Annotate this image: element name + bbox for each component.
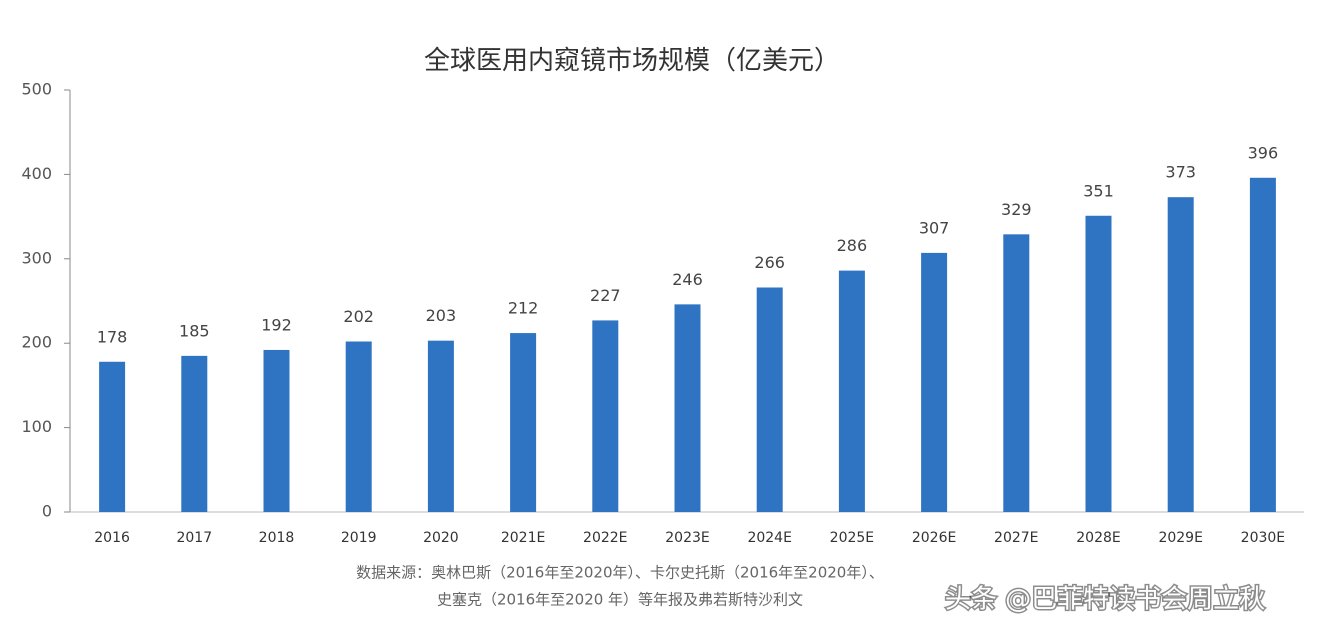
y-tick-label: 0 <box>42 502 52 521</box>
bar <box>510 333 537 512</box>
bar <box>1167 197 1194 513</box>
bar <box>756 287 783 512</box>
source-note: 数据来源：奥林巴斯（2016年至2020年）、卡尔史托斯（2016年至2020年… <box>356 564 884 582</box>
value-label: 192 <box>261 315 292 334</box>
value-label: 373 <box>1165 163 1196 182</box>
value-label: 212 <box>508 299 539 318</box>
bar <box>674 304 701 512</box>
x-tick-label: 2017 <box>176 530 212 546</box>
bar <box>345 341 372 512</box>
bar <box>1085 215 1112 513</box>
y-tick-label: 200 <box>21 333 52 352</box>
x-tick-label: 2025E <box>830 530 874 546</box>
y-tick-label: 300 <box>21 248 52 267</box>
source-note: 史塞克（2016年至2020 年）等年报及弗若斯特沙利文 <box>437 591 803 609</box>
chart-title: 全球医用内窥镜市场规模（亿美元） <box>424 46 840 76</box>
value-label: 329 <box>1001 200 1032 219</box>
y-tick-label: 400 <box>21 164 52 183</box>
value-label: 396 <box>1248 143 1279 162</box>
x-tick-label: 2018 <box>259 530 295 546</box>
bar <box>181 355 208 512</box>
value-label: 185 <box>179 321 210 340</box>
value-label: 202 <box>343 307 374 326</box>
y-tick-label: 100 <box>21 417 52 436</box>
bar <box>1249 177 1276 512</box>
bar <box>99 361 126 512</box>
bar <box>1003 234 1030 512</box>
x-tick-label: 2016 <box>94 530 130 546</box>
x-tick-label: 2027E <box>994 530 1038 546</box>
watermark: 头条 @巴菲特读书会周立秋 <box>945 585 1265 615</box>
value-label: 286 <box>837 236 868 255</box>
value-label: 351 <box>1083 181 1114 200</box>
x-tick-label: 2023E <box>665 530 709 546</box>
x-tick-label: 2021E <box>501 530 545 546</box>
bar <box>263 349 290 512</box>
value-label: 246 <box>672 270 703 289</box>
value-label: 178 <box>97 327 128 346</box>
y-tick-label: 500 <box>21 80 52 99</box>
x-tick-label: 2024E <box>747 530 791 546</box>
value-label: 227 <box>590 286 621 305</box>
value-label: 203 <box>426 306 457 325</box>
x-tick-label: 2029E <box>1158 530 1202 546</box>
bar <box>427 340 454 512</box>
bar <box>838 270 865 512</box>
x-tick-label: 2030E <box>1241 530 1285 546</box>
x-tick-label: 2026E <box>912 530 956 546</box>
x-tick-label: 2028E <box>1076 530 1120 546</box>
bar <box>592 320 619 512</box>
value-label: 307 <box>919 218 950 237</box>
x-tick-label: 2020 <box>423 530 459 546</box>
bar <box>921 252 948 512</box>
x-tick-label: 2019 <box>341 530 377 546</box>
value-label: 266 <box>754 253 785 272</box>
x-tick-label: 2022E <box>583 530 627 546</box>
